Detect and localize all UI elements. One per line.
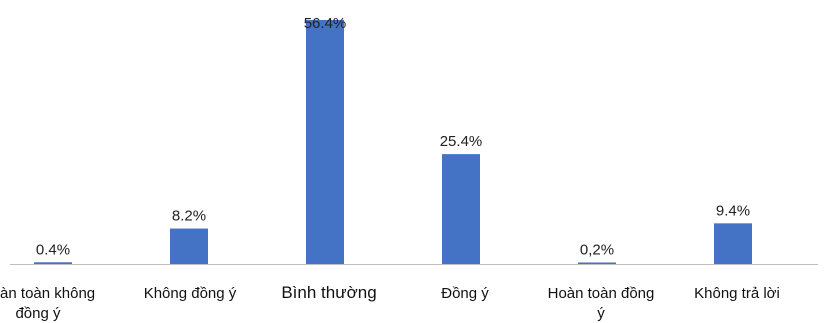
bar-6 — [714, 223, 752, 264]
bar-5 — [578, 262, 616, 264]
data-label-5: 0,2% — [580, 242, 614, 259]
data-label-6: 9.4% — [716, 202, 750, 219]
data-label-1: 0.4% — [36, 241, 70, 258]
category-label-2: Không đồng ý — [144, 285, 237, 302]
data-label-3: 56.4% — [304, 15, 347, 32]
bar-2 — [170, 228, 208, 264]
category-label-4: Đồng ý — [441, 285, 489, 302]
category-label-5: Hoàn toàn đồng ý — [548, 285, 655, 322]
bar-4 — [442, 154, 480, 264]
bar-3 — [306, 20, 344, 264]
bar-1 — [34, 262, 72, 264]
category-label-6: Không trả lời — [694, 285, 780, 302]
data-label-4: 25.4% — [440, 133, 483, 150]
data-labels-group: 0.4% 8.2% 56.4% 25.4% 0,2% 9.4% — [36, 15, 750, 259]
category-label-3: Bình thường — [281, 283, 376, 302]
bars-group — [34, 20, 752, 264]
data-label-2: 8.2% — [172, 208, 206, 225]
